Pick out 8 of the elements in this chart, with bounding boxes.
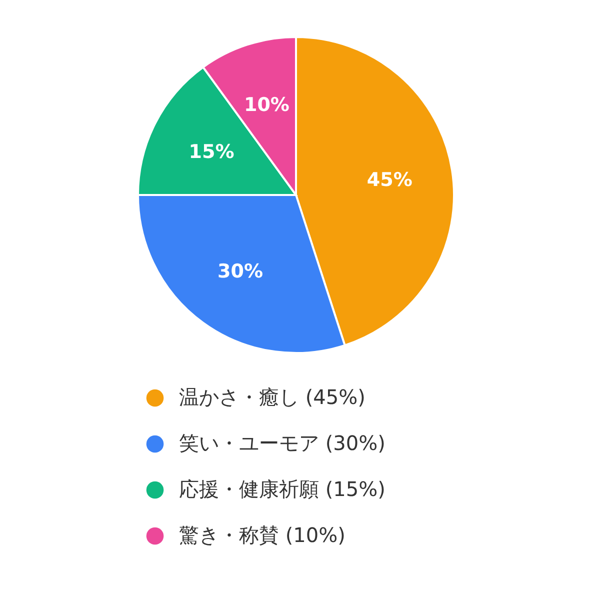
data-label: 15%: [188, 140, 234, 163]
legend-label: 笑い・ユーモア (30%): [179, 431, 386, 455]
data-label: 10%: [244, 94, 290, 116]
data-label: 30%: [218, 260, 264, 283]
legend-label: 温かさ・癒し (45%): [179, 385, 366, 409]
legend-label: 応援・健康祈願 (15%): [179, 477, 386, 501]
data-label: 45%: [366, 169, 412, 192]
legend-label: 驚き・称賛 (10%): [179, 523, 346, 547]
